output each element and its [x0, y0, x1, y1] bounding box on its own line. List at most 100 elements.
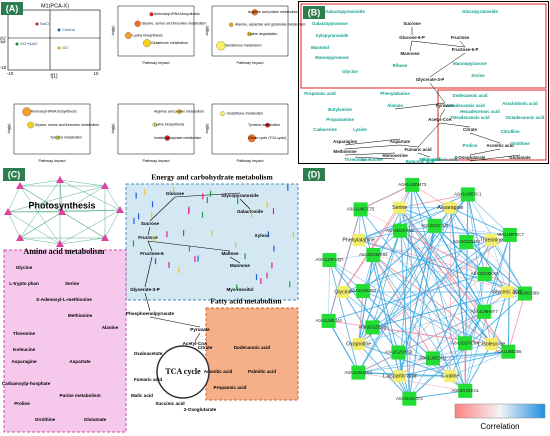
label: Mannopyranose	[453, 61, 487, 66]
connector	[399, 207, 485, 313]
label: Citrulline	[500, 129, 520, 134]
bubble-frame	[117, 5, 195, 57]
connector	[344, 138, 401, 146]
connector	[344, 144, 401, 150]
connector	[358, 239, 526, 295]
label: A0A1U8E3G1	[419, 356, 447, 361]
label: Arginine and proline metabolism	[154, 110, 204, 114]
label: A0A2G2XYN1	[386, 228, 415, 233]
metabolite-node	[444, 370, 457, 383]
label: Pathway Impact	[38, 159, 66, 163]
label: A0A1U8EJ44	[315, 318, 342, 323]
metabolite-node	[352, 338, 365, 351]
label: Alanine, aspartate and glutamate metabol…	[235, 23, 305, 27]
label: L-aspartic acid	[383, 374, 417, 380]
connector	[7, 211, 61, 245]
connector	[409, 40, 413, 52]
label: A0A1U8EJ56	[495, 349, 522, 354]
label: A0A2U1K482	[350, 288, 377, 293]
connector	[417, 122, 441, 148]
colorbar	[454, 403, 546, 419]
connector	[490, 239, 526, 294]
label: A0A1U8GE75	[347, 207, 375, 212]
label: Proline	[463, 143, 478, 148]
connector	[399, 207, 466, 344]
photo-node	[56, 176, 64, 183]
label: Malic acid	[131, 393, 153, 398]
label: A0A2G2ZU44	[453, 239, 481, 244]
connector	[144, 256, 153, 288]
connector	[329, 241, 467, 261]
label: Methionine	[68, 313, 93, 318]
connector	[399, 351, 509, 377]
connector	[372, 230, 401, 328]
connector	[398, 273, 485, 353]
label: Fatty acid metabolism	[210, 297, 282, 306]
label: Glycerate-3-P	[416, 77, 444, 82]
panel-b-frame	[298, 1, 549, 164]
label: Galactoside	[237, 209, 263, 214]
connector	[104, 185, 121, 211]
connector	[358, 194, 469, 345]
label: Lysine	[353, 127, 367, 132]
bubble	[216, 41, 226, 51]
label: 10	[93, 71, 99, 76]
label: Asparagine	[437, 205, 463, 211]
connector	[469, 132, 501, 144]
label: TCA cycle	[165, 367, 201, 376]
label: Pathway Impact	[236, 159, 264, 163]
label: Glycerate-3-P	[130, 287, 160, 292]
label: Glutathione metabolism	[226, 112, 263, 116]
bubble	[143, 39, 151, 48]
label: Isoleucine	[361, 157, 383, 162]
connector	[329, 259, 399, 353]
gene-node	[502, 227, 517, 242]
label: Butanedioic acid	[422, 157, 457, 162]
connector	[432, 239, 492, 359]
label: Palmitic acid	[248, 369, 276, 374]
label: Phosphoenolpyruvate	[126, 311, 175, 316]
label: Fructose	[451, 35, 470, 40]
bubble-frame	[117, 103, 195, 155]
gene-node	[353, 202, 368, 217]
gene-node	[425, 351, 440, 366]
label: Alanine	[102, 325, 119, 330]
label: Butylamine	[328, 107, 352, 112]
label: Homoserine	[382, 153, 408, 158]
label: Purine metabolism	[59, 393, 100, 398]
label: Cadaverine	[313, 127, 337, 132]
connector	[59, 237, 106, 245]
label: Serine	[471, 73, 485, 78]
label: Galactopyranose	[312, 21, 348, 26]
connector	[372, 291, 508, 328]
label: Mannose	[400, 51, 420, 56]
label: Glucopyranoside	[462, 9, 498, 14]
connector	[450, 351, 509, 377]
connector	[59, 179, 106, 187]
metabolite-node	[485, 338, 498, 351]
connector	[507, 293, 526, 352]
bubble	[27, 121, 34, 129]
label: Sucrose	[141, 221, 160, 226]
gene-node	[365, 320, 380, 335]
label: Butanoic acid	[406, 159, 435, 164]
connector	[358, 372, 466, 392]
connector	[467, 194, 511, 236]
label: Pathway Impact	[236, 61, 264, 65]
pca-point	[15, 42, 19, 46]
label: Glycine	[342, 69, 358, 74]
connector	[358, 194, 469, 373]
label: Control	[62, 27, 75, 32]
label: -log(p)	[205, 25, 209, 37]
photo-node	[101, 234, 109, 241]
connector	[450, 207, 526, 294]
label: Citrate	[463, 127, 477, 132]
connector	[194, 332, 201, 342]
bubble	[22, 107, 32, 117]
photo-node	[4, 208, 12, 215]
connector	[7, 209, 121, 213]
metabolite-node	[393, 370, 406, 383]
label: Fumaric acid	[404, 147, 431, 152]
label: Aminoacyl-tRNA biosynthesis	[31, 110, 77, 114]
connector	[490, 291, 508, 345]
